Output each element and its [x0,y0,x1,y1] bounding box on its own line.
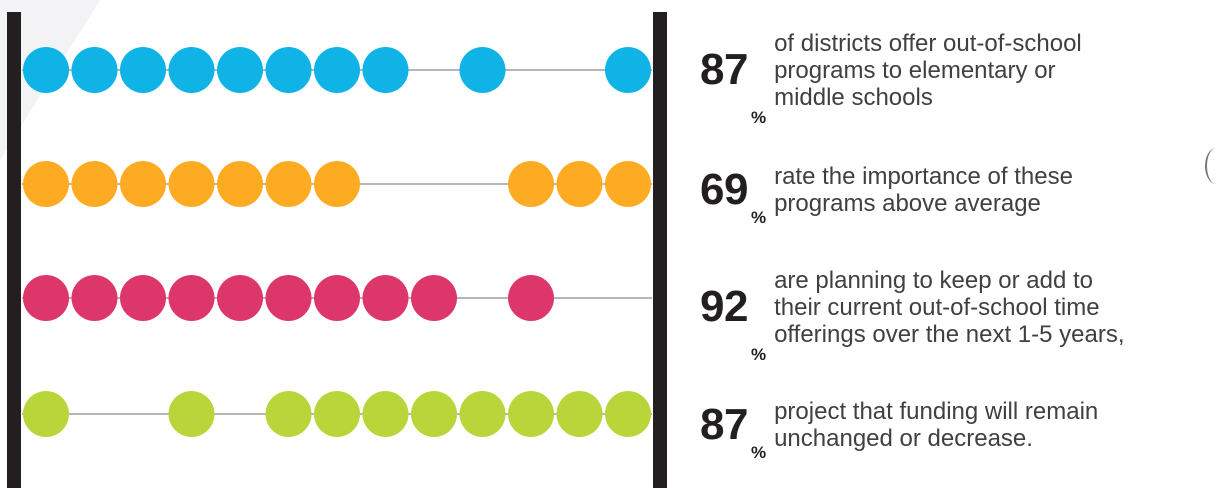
abacus-bead [217,275,263,321]
abacus-bead [508,275,554,321]
abacus-bead [265,391,312,437]
stat-percent-sign: % [750,443,767,462]
stat-percent-sign: % [750,108,767,127]
abacus-bead [556,391,603,437]
abacus-bead [71,275,118,321]
abacus-bead [459,391,506,437]
abacus-bead [362,391,409,437]
abacus-bead [71,47,118,93]
abacus-bead [168,47,215,93]
abacus-bead [508,161,554,207]
abacus-bead [217,47,263,93]
stat-row-4: 87 % project that funding will remain un… [700,385,1225,465]
stat-description: are planning to keep or add to their cur… [774,266,1125,348]
abacus-bead [120,275,166,321]
decorative-curve-mark [1205,148,1225,184]
stat-value: 92 [700,282,748,331]
abacus-bead [362,275,409,321]
abacus-bead [265,275,312,321]
abacus-bead [168,391,215,437]
abacus-bead [605,47,651,93]
abacus-bead [314,47,360,93]
abacus-bead [168,161,215,207]
abacus-bead [120,47,166,93]
abacus-bead [459,47,506,93]
stat-description: project that funding will remain unchang… [774,398,1099,452]
abacus-graphic [7,12,667,488]
stat-percent-sign: % [750,208,767,227]
abacus-bead [556,161,603,207]
abacus-bead [23,161,69,207]
stat-row-1: 87 % of districts offer out-of-school pr… [700,10,1225,130]
stat-description: of districts offer out-of-school program… [774,29,1082,111]
abacus-bead [265,161,312,207]
abacus-bead [314,161,360,207]
abacus-bead [71,161,118,207]
abacus-bead [23,275,69,321]
abacus-bead [265,47,312,93]
stat-description: rate the importance of these programs ab… [774,163,1073,217]
abacus-bead [23,391,69,437]
abacus-bead [605,161,651,207]
stat-value: 69 [700,165,748,214]
stat-value: 87 [700,45,748,94]
stat-row-3: 92 % are planning to keep or add to thei… [700,247,1225,367]
abacus-bead [411,391,457,437]
stat-row-2: 69 % rate the importance of these progra… [700,150,1225,230]
abacus-bead [23,47,69,93]
abacus-bead [605,391,651,437]
abacus-bead [314,391,360,437]
abacus-bead [217,161,263,207]
abacus-bead [411,275,457,321]
abacus-bead [120,161,166,207]
stat-value: 87 [700,400,748,449]
abacus-bead [508,391,554,437]
abacus-bead [362,47,409,93]
stat-percent-sign: % [750,345,767,364]
abacus-bead [168,275,215,321]
abacus-bead [314,275,360,321]
